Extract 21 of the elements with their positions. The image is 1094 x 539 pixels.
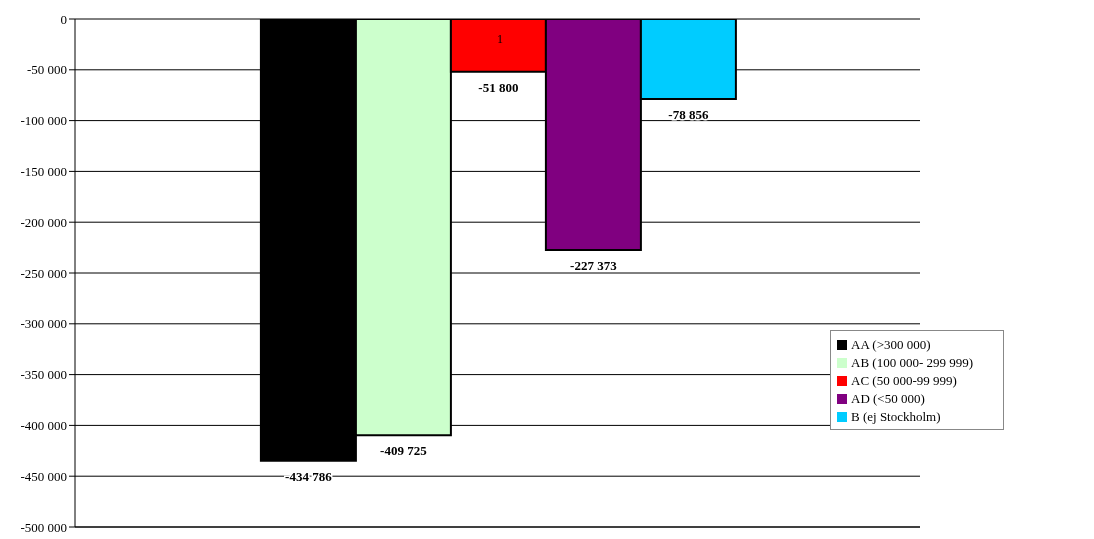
y-tick-label: -100 000 xyxy=(20,113,67,129)
y-tick-label: 0 xyxy=(60,11,67,27)
y-tick-label: -350 000 xyxy=(20,367,67,383)
legend-label: AA (>300 000) xyxy=(851,337,931,352)
y-tick-label: -250 000 xyxy=(20,265,67,281)
data-label: -227 373 xyxy=(570,258,618,274)
y-tick-label: -150 000 xyxy=(20,164,67,180)
y-tick-label: -50 000 xyxy=(26,62,67,78)
y-tick-label: -200 000 xyxy=(20,214,67,230)
legend-label: B (ej Stockholm) xyxy=(851,409,941,424)
data-label: -78 856 xyxy=(668,107,709,123)
legend-label: AD (<50 000) xyxy=(851,391,925,406)
y-tick-label: -300 000 xyxy=(20,316,67,332)
data-label: -409 725 xyxy=(380,443,428,459)
y-tick-label: -500 000 xyxy=(20,519,67,535)
data-label: -51 800 xyxy=(478,79,519,95)
legend-label: AC (50 000-99 999) xyxy=(851,373,957,388)
y-tick-label: -400 000 xyxy=(20,418,67,434)
annotation: 1 xyxy=(497,32,503,47)
y-tick-label: -450 000 xyxy=(20,468,67,484)
legend-label: AB (100 000- 299 999) xyxy=(851,355,974,370)
